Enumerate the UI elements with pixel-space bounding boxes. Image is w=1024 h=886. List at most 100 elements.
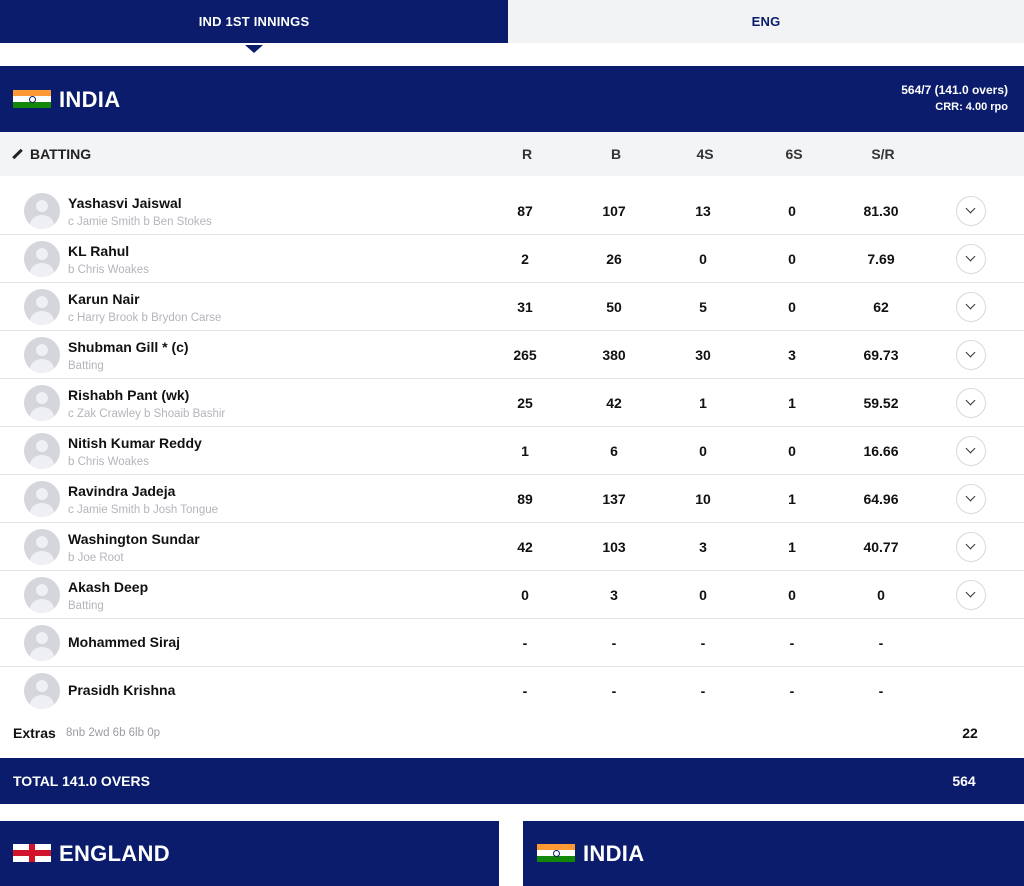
team-score-block: 564/7 (141.0 overs) CRR: 4.00 rpo <box>901 82 1008 116</box>
expand-chevron-down-icon[interactable] <box>956 244 986 274</box>
avatar <box>24 433 60 469</box>
balls-cell: - <box>611 635 617 651</box>
india-team-card[interactable]: INDIA <box>523 821 1024 886</box>
runs-cell: 265 <box>513 347 537 363</box>
col-sixes-header: 6S <box>785 146 803 162</box>
sixes-cell: 1 <box>788 491 796 507</box>
fours-cell: 0 <box>699 587 707 603</box>
strike-rate-cell: 59.52 <box>863 395 899 411</box>
strike-rate-cell: - <box>878 635 884 651</box>
sixes-cell: 0 <box>788 299 796 315</box>
strike-rate-cell: 81.30 <box>863 203 899 219</box>
innings-tabs: IND 1ST INNINGS ENG <box>0 0 1024 43</box>
dismissal-text: b Chris Woakes <box>68 456 149 468</box>
sixes-cell: 3 <box>788 347 796 363</box>
active-tab-caret-icon <box>245 45 263 53</box>
runs-cell: - <box>522 683 528 699</box>
sixes-cell: 0 <box>788 203 796 219</box>
table-row: Prasidh Krishna - - - - - <box>0 667 1024 714</box>
player-name[interactable]: Ravindra Jadeja <box>68 483 176 499</box>
team-header: INDIA 564/7 (141.0 overs) CRR: 4.00 rpo <box>0 66 1024 132</box>
dismissal-text: b Chris Woakes <box>68 264 149 276</box>
player-name[interactable]: Akash Deep <box>68 579 149 595</box>
expand-chevron-down-icon[interactable] <box>956 532 986 562</box>
avatar <box>24 529 60 565</box>
col-strike-rate-header: S/R <box>871 146 895 162</box>
fours-cell: 0 <box>699 251 707 267</box>
india-flag-icon <box>537 844 575 862</box>
avatar <box>24 481 60 517</box>
balls-cell: 3 <box>610 587 618 603</box>
player-name[interactable]: Prasidh Krishna <box>68 682 176 698</box>
extras-value: 22 <box>962 725 978 741</box>
fours-cell: - <box>700 635 706 651</box>
runs-cell: 2 <box>521 251 529 267</box>
expand-chevron-down-icon[interactable] <box>956 484 986 514</box>
england-team-card[interactable]: ENGLAND <box>0 821 499 886</box>
player-name[interactable]: Yashasvi Jaiswal <box>68 195 182 211</box>
player-name[interactable]: Rishabh Pant (wk) <box>68 387 190 403</box>
balls-cell: 107 <box>602 203 626 219</box>
strike-rate-cell: 16.66 <box>863 443 899 459</box>
sixes-cell: 1 <box>788 539 796 555</box>
fours-cell: 5 <box>699 299 707 315</box>
england-flag-icon <box>13 844 51 862</box>
avatar <box>24 673 60 709</box>
sixes-cell: 1 <box>788 395 796 411</box>
expand-chevron-down-icon[interactable] <box>956 388 986 418</box>
table-row: Nitish Kumar Reddy b Chris Woakes 1 6 0 … <box>0 427 1024 475</box>
balls-cell: 380 <box>602 347 626 363</box>
table-row: Karun Nair c Harry Brook b Brydon Carse … <box>0 283 1024 331</box>
fours-cell: 13 <box>695 203 711 219</box>
extras-label: Extras <box>13 725 56 741</box>
fours-cell: 1 <box>699 395 707 411</box>
expand-chevron-down-icon[interactable] <box>956 292 986 322</box>
sixes-cell: 0 <box>788 443 796 459</box>
table-row: Ravindra Jadeja c Jamie Smith b Josh Ton… <box>0 475 1024 523</box>
balls-cell: 42 <box>606 395 622 411</box>
runs-cell: 87 <box>517 203 533 219</box>
avatar <box>24 385 60 421</box>
strike-rate-cell: 64.96 <box>863 491 899 507</box>
table-row: Rishabh Pant (wk) c Zak Crawley b Shoaib… <box>0 379 1024 427</box>
player-name[interactable]: Washington Sundar <box>68 531 200 547</box>
table-row: Yashasvi Jaiswal c Jamie Smith b Ben Sto… <box>0 187 1024 235</box>
avatar <box>24 241 60 277</box>
strike-rate-cell: 69.73 <box>863 347 899 363</box>
runs-cell: 31 <box>517 299 533 315</box>
fours-cell: 0 <box>699 443 707 459</box>
strike-rate-cell: 40.77 <box>863 539 899 555</box>
player-name[interactable]: Shubman Gill * (c) <box>68 339 189 355</box>
tab-eng[interactable]: ENG <box>508 0 1024 43</box>
player-name[interactable]: KL Rahul <box>68 243 130 259</box>
player-name[interactable]: Mohammed Siraj <box>68 634 181 650</box>
runs-cell: 25 <box>517 395 533 411</box>
expand-chevron-down-icon[interactable] <box>956 580 986 610</box>
tab-ind-1st-innings[interactable]: IND 1ST INNINGS <box>0 0 508 43</box>
expand-chevron-down-icon[interactable] <box>956 436 986 466</box>
dismissal-text: c Jamie Smith b Ben Stokes <box>68 216 212 228</box>
team-score: 564/7 (141.0 overs) <box>901 83 1008 97</box>
balls-cell: 26 <box>606 251 622 267</box>
dismissal-text: Batting <box>68 600 104 612</box>
runs-cell: 1 <box>521 443 529 459</box>
dismissal-text: Batting <box>68 360 104 372</box>
current-run-rate: CRR: 4.00 rpo <box>935 101 1008 113</box>
balls-cell: 6 <box>610 443 618 459</box>
expand-chevron-down-icon[interactable] <box>956 196 986 226</box>
batting-rows: Yashasvi Jaiswal c Jamie Smith b Ben Sto… <box>0 187 1024 714</box>
strike-rate-cell: 62 <box>873 299 889 315</box>
runs-cell: 0 <box>521 587 529 603</box>
table-row: Mohammed Siraj - - - - - <box>0 619 1024 667</box>
table-row: Washington Sundar b Joe Root 42 103 3 1 … <box>0 523 1024 571</box>
player-name[interactable]: Nitish Kumar Reddy <box>68 435 202 451</box>
batting-header: BATTING R B 4S 6S S/R <box>0 132 1024 176</box>
team-name: INDIA <box>59 87 121 112</box>
avatar <box>24 337 60 373</box>
fours-cell: 3 <box>699 539 707 555</box>
player-name[interactable]: Karun Nair <box>68 291 140 307</box>
extras-row: Extras 8nb 2wd 6b 6lb 0p 22 <box>0 715 1024 751</box>
balls-cell: 137 <box>602 491 626 507</box>
india-flag-icon <box>13 90 51 108</box>
expand-chevron-down-icon[interactable] <box>956 340 986 370</box>
